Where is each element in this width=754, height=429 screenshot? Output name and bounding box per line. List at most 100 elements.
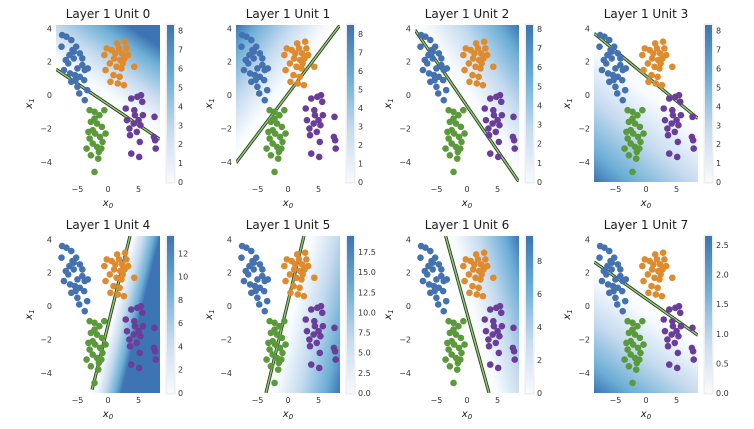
point-orange — [120, 292, 128, 300]
point-purple — [133, 339, 141, 347]
colorbar-tick-label: 8 — [537, 257, 542, 266]
colorbar — [167, 236, 174, 393]
point-purple — [664, 336, 671, 343]
point-blue — [439, 76, 447, 84]
point-orange — [648, 55, 656, 62]
point-purple — [675, 121, 682, 129]
point-blue — [612, 83, 619, 91]
point-green — [461, 130, 468, 137]
point-green — [456, 356, 464, 363]
point-orange — [296, 284, 303, 292]
point-green — [457, 334, 465, 342]
point-blue — [614, 261, 622, 268]
point-orange — [301, 249, 309, 257]
y-tick-label: −2 — [399, 336, 411, 345]
point-orange — [477, 276, 484, 283]
point-blue — [602, 271, 610, 278]
point-orange — [115, 45, 123, 52]
x-tick-label: 5 — [136, 396, 141, 405]
point-green — [442, 145, 449, 152]
point-blue — [618, 76, 626, 84]
point-green — [455, 111, 462, 119]
point-blue — [261, 96, 269, 104]
point-orange — [131, 274, 138, 282]
colorbar-tick-label: 1.0 — [716, 330, 729, 339]
point-blue — [440, 96, 448, 104]
point-blue — [429, 266, 437, 273]
point-orange — [287, 78, 294, 86]
point-purple — [510, 113, 517, 121]
point-blue — [63, 33, 70, 40]
point-green — [448, 337, 456, 345]
point-green — [446, 362, 454, 370]
point-green — [632, 366, 640, 373]
subplot-5: Layer 1 Unit 5 −5 0 5 −4 −2 0 2 4 x0 x1 0.0 2.5 5.0 7.… — [204, 218, 376, 421]
point-orange — [103, 256, 111, 263]
point-blue — [596, 43, 603, 51]
point-orange — [298, 50, 306, 57]
colorbar-tick-label: 7 — [178, 46, 183, 55]
point-orange — [477, 50, 485, 57]
point-purple — [135, 364, 143, 372]
point-purple — [665, 306, 673, 313]
point-blue — [612, 294, 619, 302]
point-green — [98, 334, 106, 342]
point-orange — [101, 51, 108, 59]
point-blue — [602, 60, 610, 67]
point-purple — [131, 111, 139, 119]
point-orange — [648, 71, 655, 79]
colorbar-tick-label: 8 — [178, 296, 183, 305]
point-blue — [613, 301, 621, 308]
point-green — [282, 130, 289, 137]
point-purple — [671, 128, 679, 136]
point-orange — [116, 73, 123, 81]
point-green — [99, 349, 106, 357]
point-orange — [469, 55, 477, 62]
point-blue — [81, 96, 89, 104]
y-tick-label: 0 — [227, 302, 232, 311]
point-green — [634, 322, 641, 330]
point-blue — [619, 96, 627, 104]
colorbar-tick-label: 4 — [537, 101, 542, 110]
point-orange — [295, 45, 303, 52]
colorbar-tick-label: 0 — [358, 178, 363, 187]
point-purple — [482, 327, 490, 335]
point-orange — [654, 73, 661, 81]
point-orange — [477, 261, 485, 268]
point-orange — [283, 45, 291, 52]
point-orange — [113, 40, 121, 47]
point-blue — [74, 294, 81, 302]
point-purple — [492, 128, 500, 136]
y-tick-label: 0 — [47, 302, 52, 311]
point-blue — [612, 65, 619, 72]
point-orange — [106, 271, 114, 278]
colorbar-tick-label: 4 — [537, 323, 542, 332]
point-blue — [60, 66, 68, 74]
point-green — [271, 115, 278, 122]
point-orange — [475, 284, 482, 292]
y-tick-label: 0 — [585, 302, 590, 311]
point-purple — [482, 116, 490, 124]
y-axis-label: x1 — [204, 309, 216, 320]
point-orange — [644, 60, 652, 67]
point-purple — [319, 111, 327, 119]
point-blue — [617, 55, 624, 62]
point-purple — [151, 136, 159, 144]
point-blue — [259, 61, 266, 69]
point-green — [442, 356, 449, 363]
colorbar-tick-label: 2.0 — [716, 271, 729, 280]
point-blue — [238, 43, 245, 51]
point-green — [450, 379, 457, 387]
point-purple — [490, 111, 498, 119]
point-purple — [313, 128, 321, 136]
point-purple — [673, 327, 680, 335]
point-orange — [290, 266, 298, 273]
point-orange — [480, 266, 487, 273]
point-orange — [653, 45, 661, 52]
point-purple — [311, 322, 319, 330]
point-green — [446, 151, 454, 159]
point-purple — [331, 347, 339, 355]
x-tick-label: −5 — [252, 185, 264, 194]
point-purple — [677, 322, 685, 330]
x-tick-label: −5 — [252, 396, 264, 405]
